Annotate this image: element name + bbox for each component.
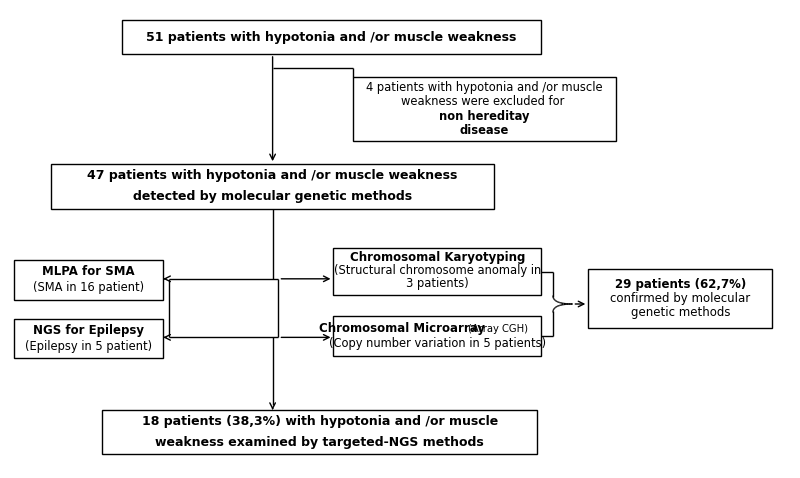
Text: detected by molecular genetic methods: detected by molecular genetic methods — [133, 190, 412, 203]
FancyBboxPatch shape — [353, 77, 616, 141]
Text: Chromosomal Microarray: Chromosomal Microarray — [319, 322, 485, 335]
FancyBboxPatch shape — [334, 249, 541, 295]
Text: 29 patients (62,7%): 29 patients (62,7%) — [614, 278, 746, 291]
FancyBboxPatch shape — [122, 20, 541, 54]
Text: weakness examined by targeted-NGS methods: weakness examined by targeted-NGS method… — [155, 436, 484, 449]
Text: 4 patients with hypotonia and /or muscle: 4 patients with hypotonia and /or muscle — [366, 81, 602, 95]
FancyBboxPatch shape — [588, 270, 773, 328]
Text: (Epilepsy in 5 patient): (Epilepsy in 5 patient) — [25, 339, 152, 353]
Text: MLPA for SMA: MLPA for SMA — [42, 265, 135, 278]
Text: disease: disease — [460, 124, 509, 137]
Text: NGS for Epilepsy: NGS for Epilepsy — [34, 324, 144, 337]
Text: weakness were excluded for: weakness were excluded for — [401, 96, 568, 109]
Text: confirmed by molecular: confirmed by molecular — [610, 292, 750, 305]
FancyBboxPatch shape — [102, 410, 538, 455]
Text: (Copy number variation in 5 patients): (Copy number variation in 5 patients) — [329, 337, 546, 350]
Text: non hereditay: non hereditay — [439, 109, 530, 122]
FancyBboxPatch shape — [14, 260, 163, 300]
Text: (Structural chromosome anomaly in: (Structural chromosome anomaly in — [334, 264, 541, 277]
FancyBboxPatch shape — [14, 319, 163, 358]
Text: Chromosomal Karyotyping: Chromosomal Karyotyping — [350, 251, 525, 264]
Text: (Array CGH): (Array CGH) — [468, 324, 528, 334]
FancyBboxPatch shape — [51, 164, 494, 208]
FancyBboxPatch shape — [334, 316, 541, 356]
Text: 47 patients with hypotonia and /or muscle weakness: 47 patients with hypotonia and /or muscl… — [87, 169, 458, 182]
Text: genetic methods: genetic methods — [630, 306, 730, 319]
Text: 51 patients with hypotonia and /or muscle weakness: 51 patients with hypotonia and /or muscl… — [146, 31, 517, 43]
Text: (SMA in 16 patient): (SMA in 16 patient) — [33, 281, 144, 294]
Text: 3 patients): 3 patients) — [406, 277, 469, 290]
Text: 18 patients (38,3%) with hypotonia and /or muscle: 18 patients (38,3%) with hypotonia and /… — [142, 415, 498, 428]
